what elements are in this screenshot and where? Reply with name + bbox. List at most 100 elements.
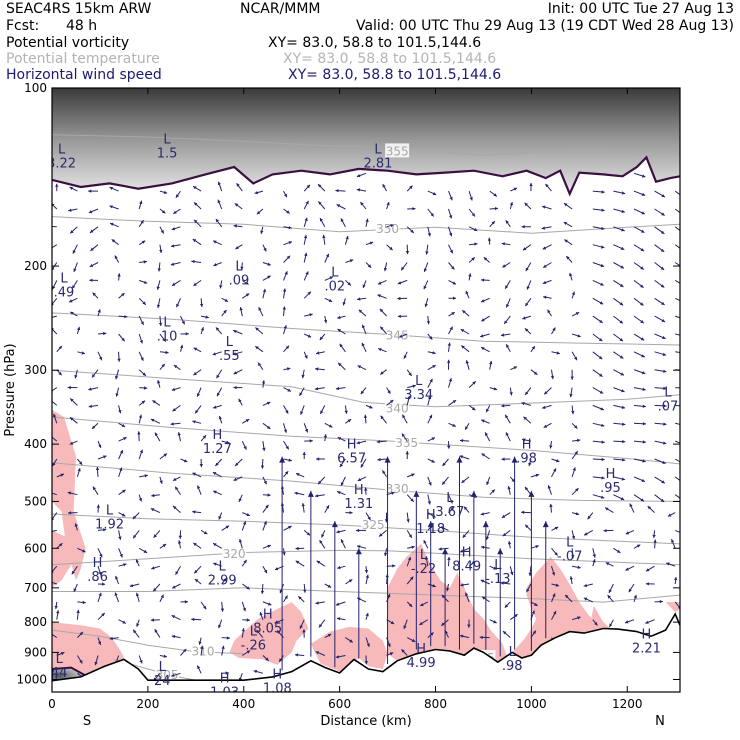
- wind-vector-head: [356, 441, 360, 445]
- wind-vector-head: [88, 387, 92, 391]
- wind-vector-head: [429, 378, 433, 383]
- wind-vector-head: [255, 346, 259, 350]
- wind-vector-head: [513, 187, 517, 191]
- wind-vector-head: [640, 284, 644, 288]
- wind-vector-head: [165, 350, 169, 355]
- pv-region-1: [52, 530, 72, 588]
- wind-vector-head: [171, 244, 175, 248]
- wind-vector: [52, 244, 58, 249]
- wind-vector-head: [525, 267, 529, 272]
- wind-vector-head: [549, 503, 553, 508]
- wind-vector-head: [60, 652, 65, 656]
- extremum-type-28: L: [509, 645, 517, 660]
- wind-vector-head: [48, 530, 51, 533]
- wind-vector-head: [98, 571, 102, 576]
- wind-vector-head: [243, 559, 247, 564]
- wind-vector-head: [619, 302, 624, 306]
- wind-vector-head: [522, 316, 526, 320]
- wind-vector-head: [245, 419, 250, 423]
- wind-vector: [674, 297, 680, 302]
- wind-vector-head: [554, 552, 558, 556]
- theta-label-335: 335: [395, 436, 418, 450]
- wind-vector-head: [337, 565, 341, 570]
- wind-vector-head: [192, 510, 196, 514]
- extremum-type-1: L: [163, 132, 171, 147]
- wind-vector-head: [640, 319, 644, 324]
- wind-vector-head: [504, 320, 508, 324]
- wind-vector-head: [129, 584, 134, 588]
- wind-vector-head: [295, 546, 299, 551]
- wind-vector-head: [407, 557, 411, 561]
- wind-vector-head: [284, 471, 289, 475]
- wind-vector: [674, 601, 680, 609]
- extremum-value-23: -.13: [485, 572, 510, 587]
- pv-region-3: [229, 602, 309, 665]
- wind-vector-head: [524, 202, 528, 207]
- wind-vector-head: [574, 451, 578, 455]
- wind-vector-head: [645, 582, 649, 586]
- wind-vector-head: [225, 671, 229, 675]
- x-tick-label: 1000: [516, 697, 547, 711]
- wind-vector-head: [387, 594, 391, 598]
- wind-vector-head: [336, 530, 340, 534]
- wind-vector-head: [55, 183, 59, 187]
- wind-vector-head: [360, 464, 364, 468]
- wind-vector-head: [682, 462, 686, 465]
- wind-vector-head: [357, 365, 362, 369]
- wind-vector-head: [432, 351, 436, 355]
- wind-vector-head: [609, 623, 613, 627]
- wind-vector-head: [407, 395, 411, 400]
- wind-vector-head: [67, 491, 72, 495]
- wind-vector-head: [405, 451, 409, 455]
- wind-vector-head: [622, 458, 626, 462]
- wind-vector-head: [483, 257, 488, 261]
- wind-vector-head: [315, 494, 319, 498]
- wind-vector-head: [599, 390, 604, 394]
- wind-vector-head: [420, 603, 424, 606]
- wind-vector-head: [193, 186, 197, 190]
- extremum-value-25: -.26: [241, 639, 266, 654]
- wind-vector-head: [56, 610, 60, 614]
- wind-vector-head: [197, 485, 201, 489]
- wind-vector-head: [77, 468, 81, 472]
- wind-vector-head: [52, 285, 56, 290]
- wind-vector-head: [501, 242, 505, 246]
- wind-vector-head: [267, 493, 271, 497]
- wind-vector-head: [448, 378, 452, 382]
- theta-label-320: 320: [223, 547, 246, 561]
- wind-vector-head: [118, 536, 122, 540]
- wind-vector-head: [501, 333, 505, 337]
- extremum-value-19: .86: [87, 570, 108, 585]
- wind-vector-head: [471, 257, 475, 261]
- wind-vector-head: [160, 230, 164, 234]
- wind-vector-head: [265, 657, 269, 661]
- extremum-value-1: 1.5: [157, 146, 178, 161]
- wind-vector-head: [543, 264, 547, 268]
- wind-vector-head: [449, 196, 453, 201]
- wind-vector-head: [213, 405, 217, 409]
- wind-vector-head: [460, 634, 464, 638]
- wind-vector-head: [103, 528, 107, 532]
- updraft-vector-head: [427, 521, 434, 528]
- wind-vector-head: [646, 568, 650, 572]
- wind-vector-head: [246, 618, 250, 622]
- wind-vector-head: [521, 401, 525, 406]
- wind-vector-head: [301, 374, 305, 379]
- wind-vector-head: [571, 291, 575, 295]
- theta-label-350: 350: [376, 222, 399, 236]
- wind-vector-head: [175, 486, 179, 490]
- wind-vector-head: [681, 249, 685, 252]
- wind-vector-head: [138, 498, 143, 502]
- wind-vector-head: [563, 222, 568, 225]
- wind-vector-head: [552, 327, 556, 331]
- wind-vector-head: [619, 320, 623, 324]
- wind-vector-head: [258, 307, 262, 311]
- wind-vector-head: [659, 600, 663, 604]
- wind-vector-head: [505, 285, 509, 289]
- wind-vector-head: [119, 467, 123, 471]
- wind-vector-head: [260, 465, 265, 469]
- wind-vector-head: [397, 314, 401, 318]
- wind-vector-head: [460, 583, 464, 587]
- extremum-type-22: H: [462, 546, 472, 561]
- wind-vector-head: [594, 622, 598, 626]
